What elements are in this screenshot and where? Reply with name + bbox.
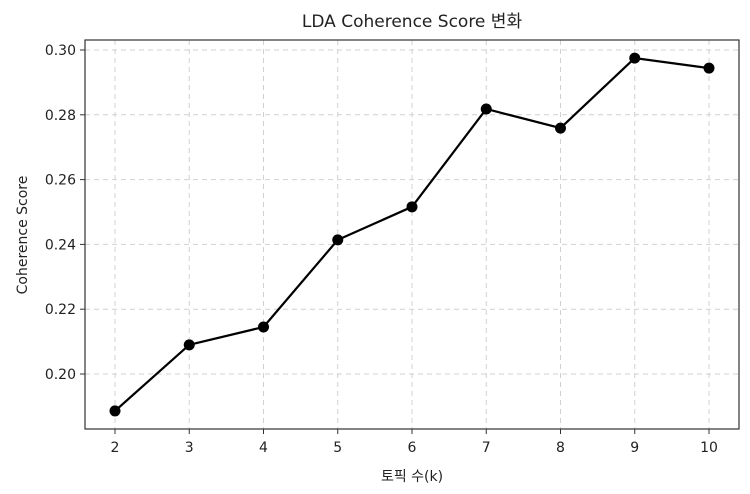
- data-point-marker: [332, 234, 344, 246]
- x-axis: 2 3 4 5 6 7 8 9 10: [111, 429, 718, 456]
- x-tick-label: 4: [259, 440, 268, 456]
- grid-lines: [85, 40, 739, 429]
- x-tick-label: 9: [630, 440, 639, 456]
- y-tick-label: 0.24: [45, 237, 76, 253]
- y-axis: 0.20 0.22 0.24 0.26 0.28 0.30: [45, 43, 85, 383]
- x-axis-label: 토픽 수(k): [381, 469, 443, 485]
- x-tick-label: 6: [408, 440, 417, 456]
- data-point-marker: [703, 62, 715, 74]
- y-axis-label: Coherence Score: [15, 176, 31, 295]
- y-tick-label: 0.28: [45, 108, 76, 124]
- chart-title: LDA Coherence Score 변화: [302, 12, 523, 32]
- data-series: [109, 52, 715, 417]
- data-point-marker: [258, 321, 269, 333]
- y-tick-label: 0.20: [45, 367, 76, 383]
- y-tick-label: 0.26: [45, 173, 76, 189]
- x-tick-label: 10: [700, 440, 718, 456]
- data-point-marker: [480, 103, 492, 115]
- x-tick-label: 2: [111, 440, 120, 456]
- x-tick-label: 8: [556, 440, 565, 456]
- y-tick-label: 0.30: [45, 43, 76, 59]
- data-point-marker: [629, 52, 641, 64]
- data-point-marker: [109, 405, 121, 417]
- x-tick-label: 3: [185, 440, 194, 456]
- data-point-marker: [555, 122, 566, 134]
- x-tick-label: 7: [482, 440, 491, 456]
- data-point-marker: [183, 339, 195, 351]
- data-point-marker: [406, 201, 418, 213]
- x-tick-label: 5: [333, 440, 342, 456]
- y-tick-label: 0.22: [45, 302, 76, 318]
